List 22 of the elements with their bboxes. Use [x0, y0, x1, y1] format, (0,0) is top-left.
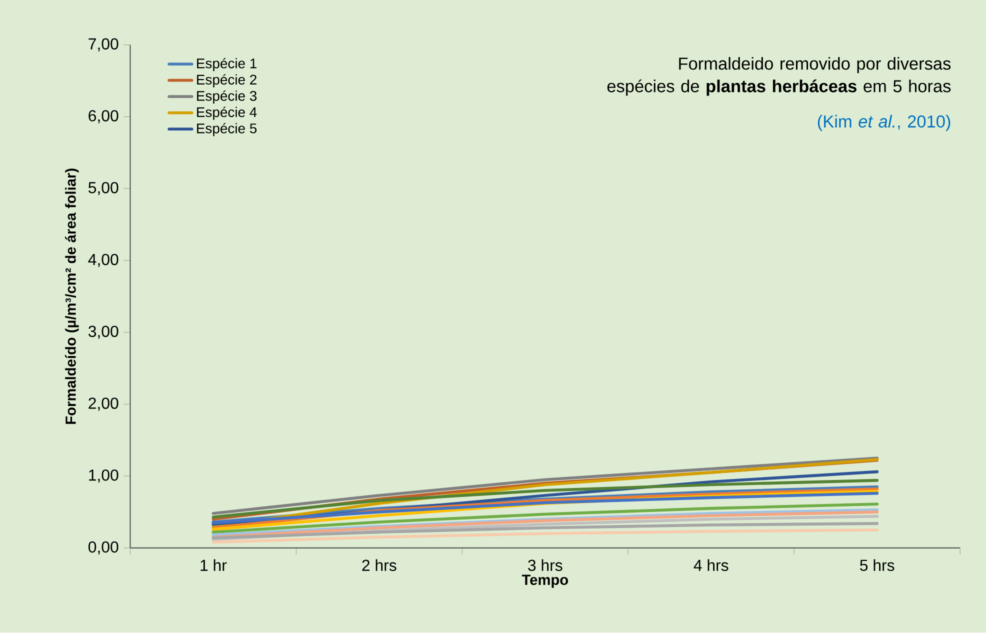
y-tick-label: 2,00	[88, 398, 118, 411]
y-tick-label: 5,00	[88, 182, 118, 196]
text: Formaldeido removido por diversas espécies de plantas herbáceas em 5 horas	[607, 57, 951, 96]
legend-label: Espécie 2	[197, 74, 256, 88]
y-tick-label: 7,00	[88, 38, 118, 52]
legend-label: Espécie 4	[197, 106, 257, 120]
y-tick-label: 3,00	[88, 326, 118, 340]
x-tick-label: 4 hrs	[694, 559, 728, 572]
x-tick-label: 2 hrs	[362, 559, 396, 572]
x-axis-title: Tempo	[522, 574, 568, 588]
annotation: (Kim et al., 2010)	[818, 115, 950, 132]
legend-label: Espécie 3	[197, 90, 257, 104]
legend-label: Espécie 1	[197, 58, 256, 72]
x-tick-label: 5 hrs	[860, 559, 894, 572]
y-tick-label: 1,00	[89, 470, 118, 483]
x-tick-label: 1 hr	[200, 559, 227, 572]
y-tick-label: 0,00	[88, 542, 118, 555]
legend-label: Espécie 5	[197, 123, 257, 136]
y-tick-label: 6,00	[88, 110, 118, 124]
y-tick-label: 4,00	[88, 254, 118, 268]
x-tick-label: 3 hrs	[528, 559, 562, 572]
y-axis-title: Formaldeído (µ/m³/cm² de área foliar)	[64, 168, 79, 424]
